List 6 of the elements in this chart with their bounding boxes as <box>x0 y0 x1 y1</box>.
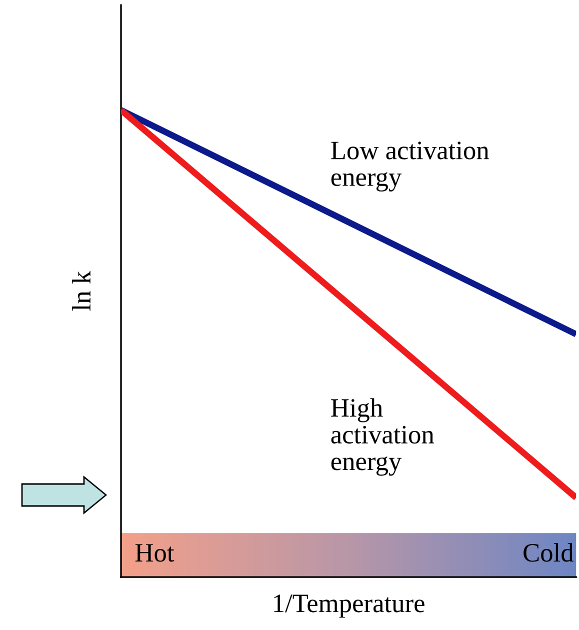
annotation: Cold <box>524 543 574 562</box>
series-label: Low activation energy <box>331 142 489 192</box>
y-axis-title: ln k <box>72 270 90 311</box>
series-label: High activation energy <box>331 398 434 476</box>
annotation: Hot <box>135 544 174 562</box>
x-axis-title: 1/Temperature <box>274 594 424 618</box>
